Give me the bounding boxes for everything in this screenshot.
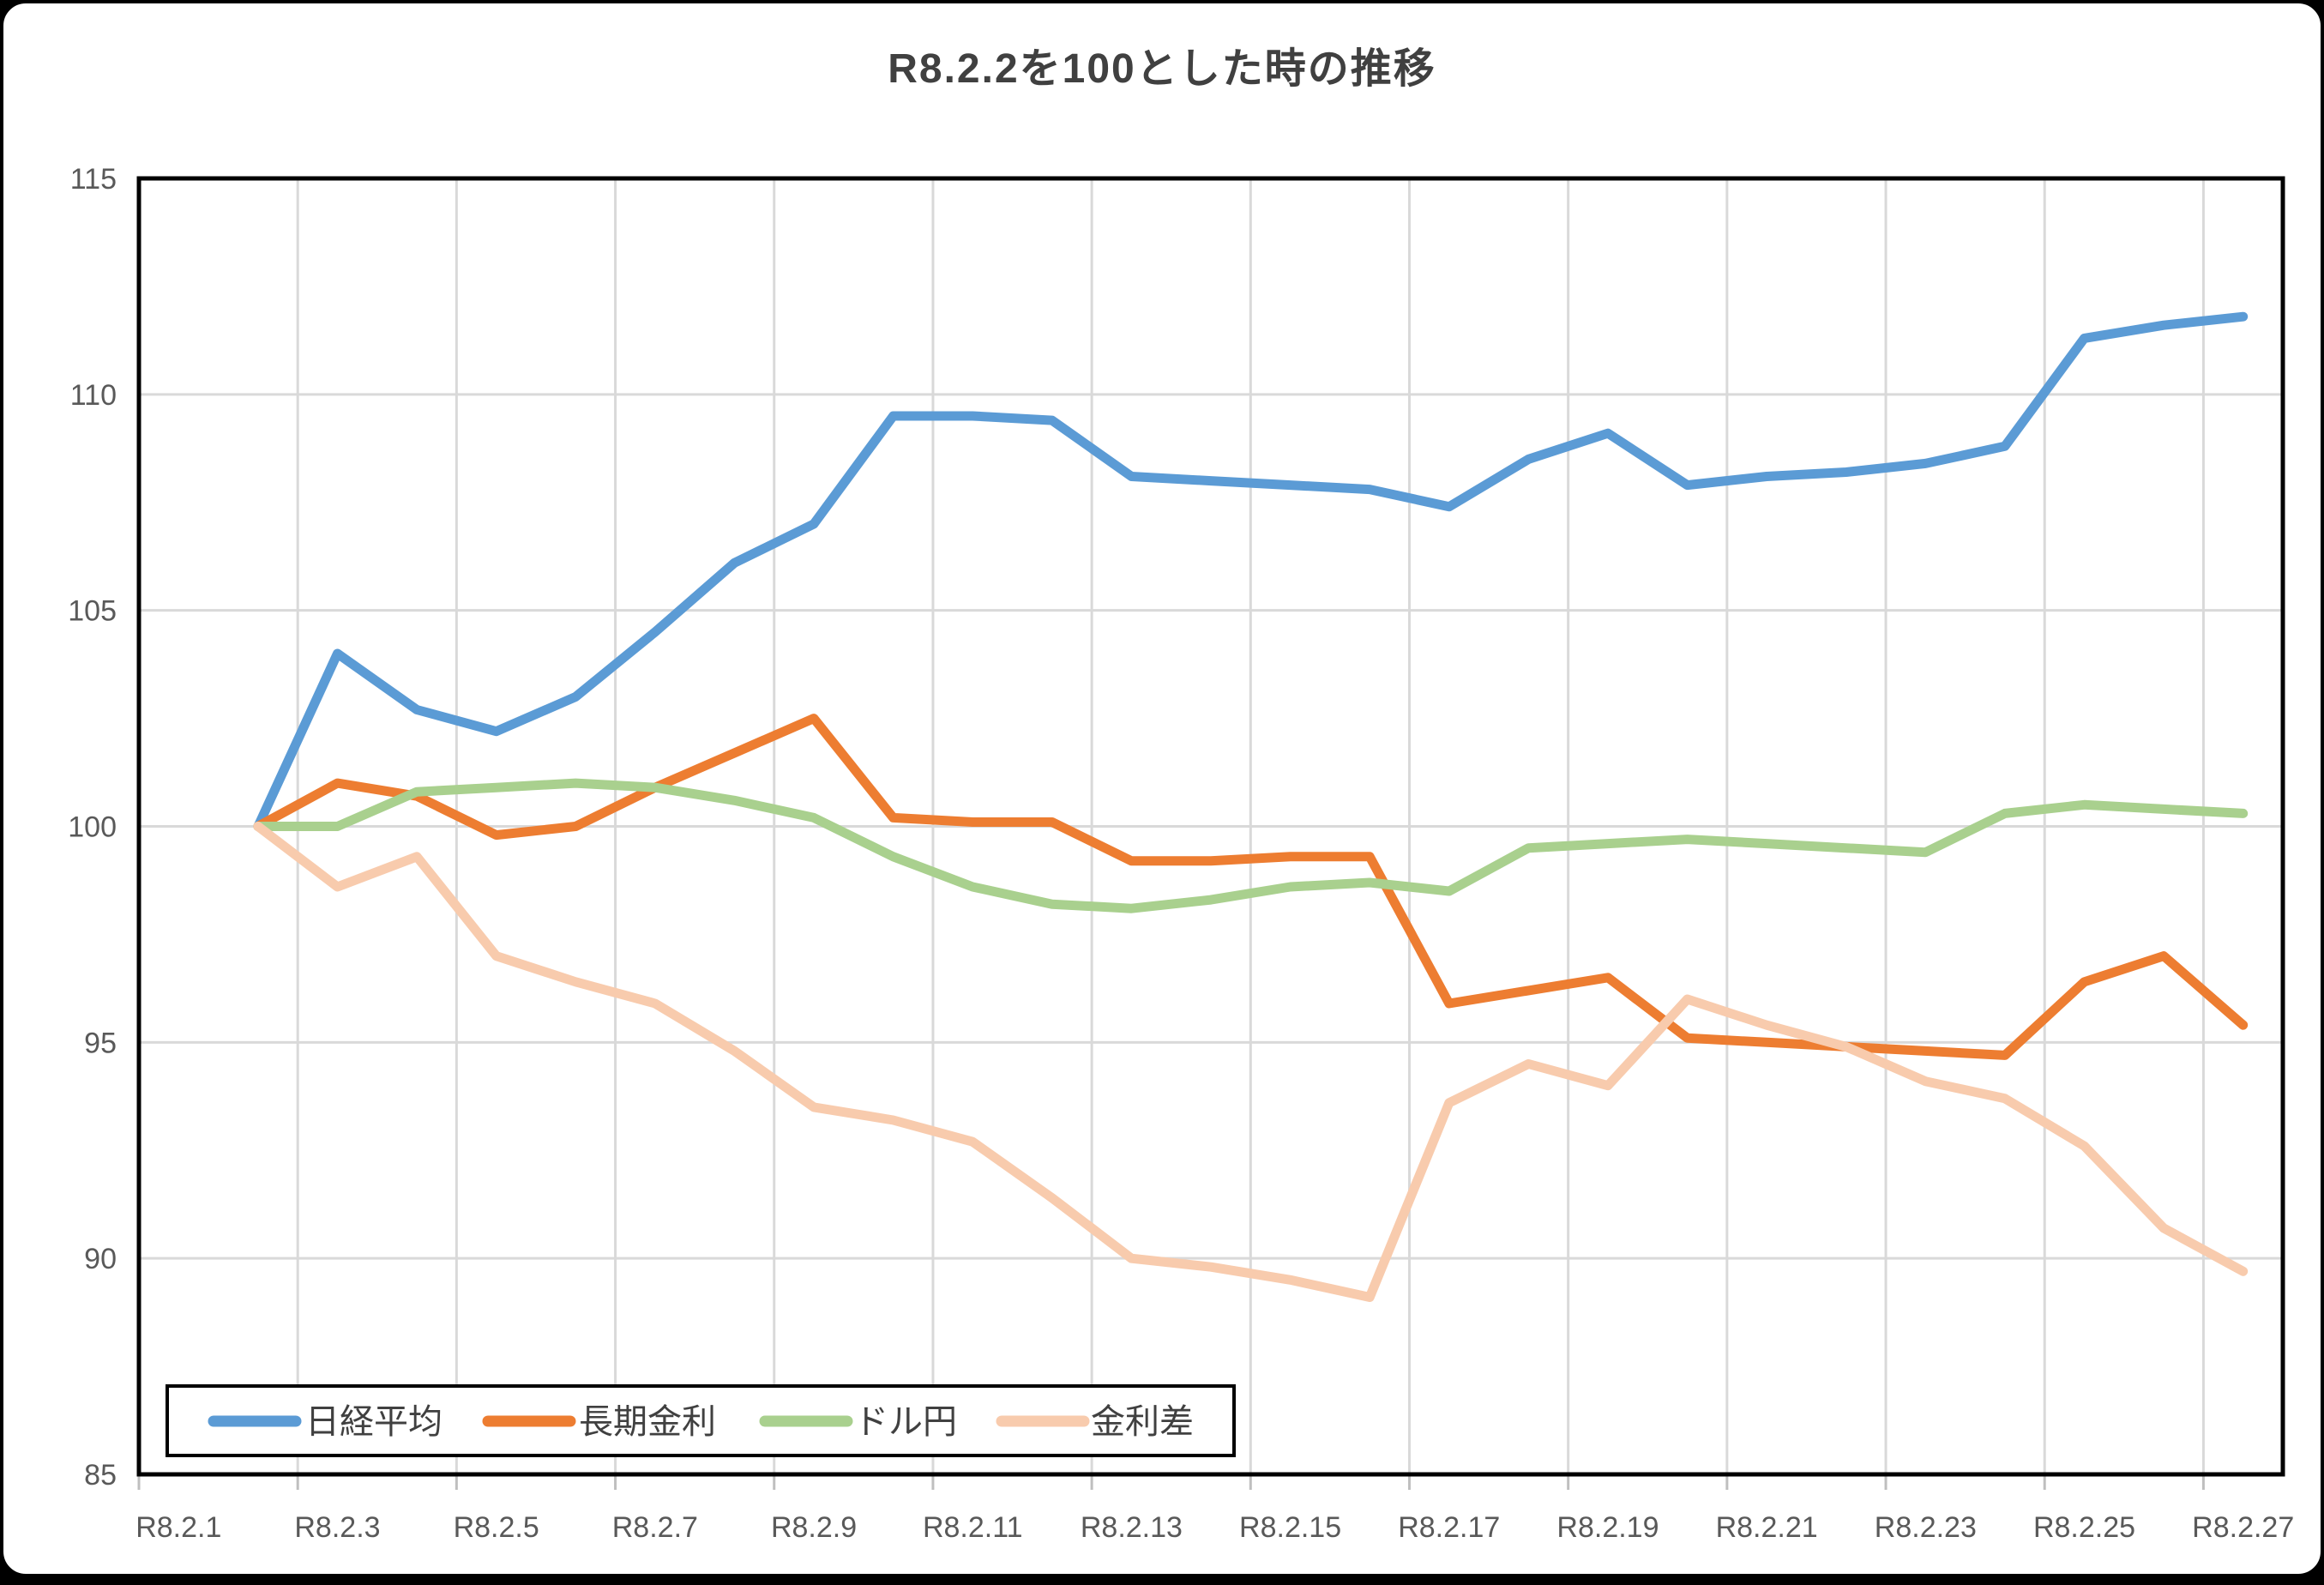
legend-label-2: ドル円 xyxy=(854,1403,957,1441)
series-line-2 xyxy=(253,778,2249,913)
line-chart: 85 90 95 100 105 110 115 R8.2.1 R8.2.3 R8.2.5 R8.2… xyxy=(68,163,2294,1544)
x-axis-label: R8.2.13 xyxy=(1081,1511,1183,1544)
legend-label-0: 日経平均 xyxy=(305,1403,443,1441)
x-axis-label: R8.2.25 xyxy=(2033,1511,2135,1544)
legend-label-1: 長期金利 xyxy=(579,1403,716,1441)
series-line-3 xyxy=(253,822,2249,1302)
x-axis-label: R8.2.3 xyxy=(294,1511,380,1544)
x-axis-label: R8.2.5 xyxy=(454,1511,539,1544)
y-axis-label: 100 xyxy=(68,811,117,844)
x-axis-label: R8.2.1 xyxy=(135,1511,221,1544)
x-axis-label: R8.2.15 xyxy=(1239,1511,1341,1544)
x-axis-label: R8.2.11 xyxy=(923,1511,1023,1544)
x-axis-label: R8.2.27 xyxy=(2192,1511,2294,1544)
x-axis-label: R8.2.23 xyxy=(1875,1511,1977,1544)
x-axis-label: R8.2.21 xyxy=(1716,1511,1818,1544)
y-axis-label: 95 xyxy=(84,1027,117,1059)
x-axis-label: R8.2.7 xyxy=(612,1511,698,1544)
legend-label-3: 金利差 xyxy=(1091,1403,1194,1441)
plot-border xyxy=(136,176,2285,1477)
x-axis-label: R8.2.19 xyxy=(1556,1511,1659,1544)
y-axis-label: 110 xyxy=(70,379,117,412)
x-axis-label: R8.2.17 xyxy=(1398,1511,1500,1544)
y-axis-label: 115 xyxy=(70,163,117,196)
y-axis-label: 85 xyxy=(84,1459,117,1492)
y-axis-label: 105 xyxy=(68,595,117,628)
series-line-0 xyxy=(253,311,2249,831)
y-axis-label: 90 xyxy=(84,1243,117,1275)
x-axis-label: R8.2.9 xyxy=(771,1511,857,1544)
chart-title: R8.2.2を100とした時の推移 xyxy=(888,46,1436,92)
series-line-1 xyxy=(253,714,2249,1060)
